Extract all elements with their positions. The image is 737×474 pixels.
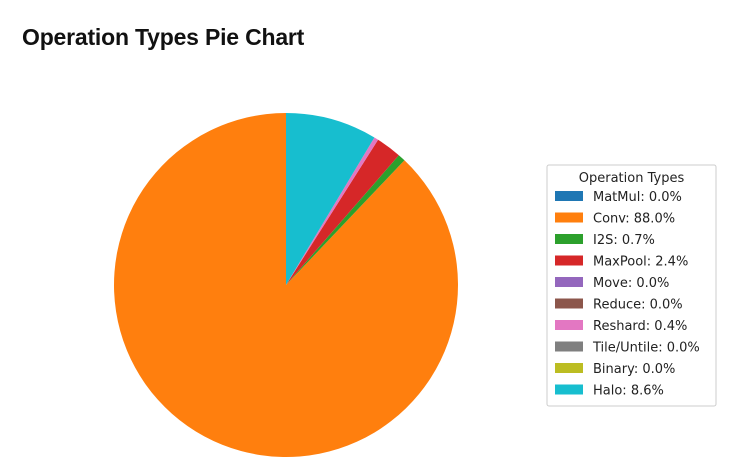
legend-label: Conv: 88.0% bbox=[593, 212, 675, 227]
legend-item: Halo: 8.6% bbox=[555, 384, 664, 399]
legend-swatch bbox=[555, 363, 583, 373]
legend-frame bbox=[546, 164, 717, 407]
legend-item: Move: 0.0% bbox=[555, 276, 669, 291]
legend-label: Reshard: 0.4% bbox=[593, 319, 687, 334]
legend: Operation Types MatMul: 0.0% Conv: 88.0% I… bbox=[546, 164, 717, 407]
pie-slices bbox=[113, 113, 458, 457]
legend-swatch bbox=[555, 191, 583, 201]
legend-title: Operation Types bbox=[579, 171, 685, 186]
legend-label: I2S: 0.7% bbox=[593, 233, 655, 248]
legend-swatch bbox=[555, 341, 583, 352]
legend-swatch bbox=[555, 277, 583, 287]
pie-slice-reshard bbox=[286, 137, 379, 285]
legend-label: MaxPool: 2.4% bbox=[593, 255, 688, 270]
legend-item: Reduce: 0.0% bbox=[555, 298, 683, 313]
legend-swatch bbox=[555, 234, 583, 244]
legend-item: I2S: 0.7% bbox=[555, 233, 655, 248]
pie-slice-conv bbox=[113, 113, 458, 457]
legend-item: Conv: 88.0% bbox=[555, 212, 675, 227]
legend-label: MatMul: 0.0% bbox=[593, 190, 682, 205]
pie-slice-maxpool bbox=[286, 139, 399, 285]
legend-item: Reshard: 0.4% bbox=[555, 319, 687, 334]
legend-swatch bbox=[555, 255, 583, 266]
pie-slice-halo bbox=[286, 113, 375, 285]
legend-item: Tile/Untile: 0.0% bbox=[555, 341, 700, 356]
legend-swatch bbox=[555, 298, 583, 309]
legend-label: Tile/Untile: 0.0% bbox=[592, 341, 700, 356]
page-title: Operation Types Pie Chart bbox=[22, 24, 305, 50]
legend-item: Binary: 0.0% bbox=[555, 362, 675, 377]
legend-items: MatMul: 0.0% Conv: 88.0% I2S: 0.7% MaxPool:… bbox=[555, 190, 700, 399]
legend-swatch bbox=[555, 384, 583, 395]
legend-swatch bbox=[555, 320, 583, 330]
legend-label: Reduce: 0.0% bbox=[593, 298, 683, 313]
pie-slice-i2s bbox=[286, 155, 405, 285]
legend-swatch bbox=[555, 212, 583, 223]
legend-label: Move: 0.0% bbox=[593, 276, 669, 291]
legend-label: Halo: 8.6% bbox=[593, 384, 664, 399]
legend-item: MaxPool: 2.4% bbox=[555, 255, 688, 270]
legend-item: MatMul: 0.0% bbox=[555, 190, 682, 205]
legend-label: Binary: 0.0% bbox=[593, 362, 675, 377]
